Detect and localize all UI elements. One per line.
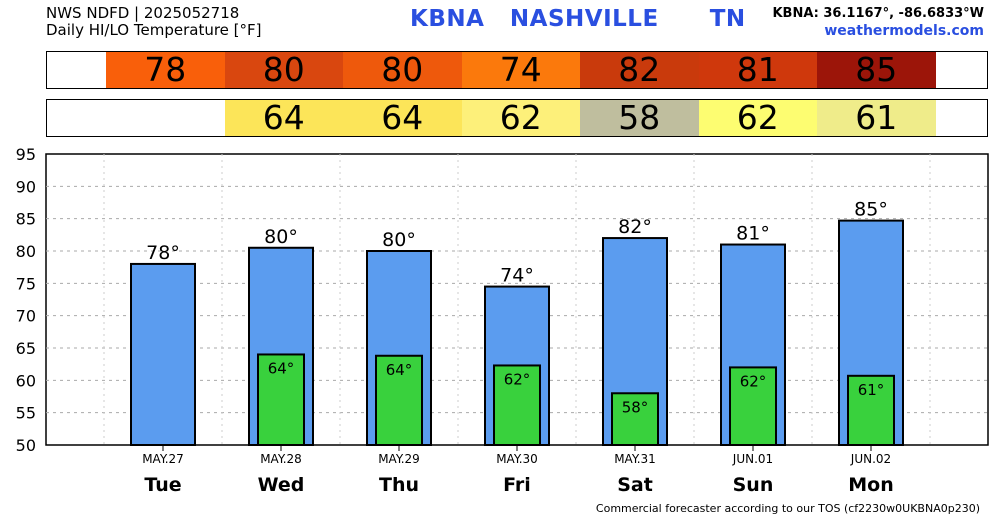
low-value-label: 58° [622, 398, 649, 416]
y-tick-label: 90 [16, 177, 36, 196]
date-label: JUN.02 [850, 452, 891, 466]
y-tick-label: 70 [16, 307, 36, 326]
hi-strip-cell-fri: 74 [461, 52, 580, 88]
lo-strip-cell-fri: 62 [461, 100, 580, 136]
low-temperature-strip: 64 64 62 58 62 61 [46, 99, 988, 137]
high-value-label: 80° [382, 229, 416, 251]
lo-strip-cell-sat: 58 [580, 100, 699, 136]
y-tick-label: 50 [16, 436, 36, 455]
lo-strip-cell-sun: 62 [698, 100, 817, 136]
low-value-label: 62° [740, 372, 767, 390]
y-tick-label: 80 [16, 242, 36, 261]
high-value-label: 82° [618, 216, 652, 238]
y-tick-label: 55 [16, 404, 36, 423]
y-tick-label: 95 [16, 145, 36, 164]
date-label: JUN.01 [732, 452, 773, 466]
hi-strip-cell-wed: 80 [224, 52, 343, 88]
hi-strip-cell-sun: 81 [698, 52, 817, 88]
hi-strip-cell-thu: 80 [343, 52, 462, 88]
lo-strip-cell-thu: 64 [343, 100, 462, 136]
low-bar [729, 366, 777, 446]
date-label: MAY.28 [260, 452, 302, 466]
low-value-label: 62° [504, 370, 531, 388]
day-label: Wed [258, 474, 305, 496]
y-tick-label: 60 [16, 371, 36, 390]
high-bar [130, 262, 196, 446]
lo-strip-cell-wed: 64 [224, 100, 343, 136]
day-label: Sun [733, 474, 774, 496]
footer-note: Commercial forecaster according to our T… [595, 502, 980, 515]
hi-strip-cell-sat: 82 [580, 52, 699, 88]
date-label: MAY.29 [378, 452, 420, 466]
low-value-label: 64° [386, 361, 413, 379]
low-bar [375, 354, 423, 447]
date-label: MAY.27 [142, 452, 184, 466]
low-value-label: 61° [858, 381, 885, 399]
day-label: Thu [379, 474, 419, 496]
hi-strip-cell-mon: 85 [817, 52, 936, 88]
high-value-label: 78° [146, 242, 180, 264]
day-label: Mon [848, 474, 894, 496]
day-label: Fri [503, 474, 531, 496]
lo-strip-cell-mon: 61 [817, 100, 936, 136]
day-label: Sat [617, 474, 653, 496]
low-value-label: 64° [268, 359, 295, 377]
product-title: NWS NDFD | 2025052718 [46, 4, 240, 22]
temperature-chart: 95 90 85 80 75 70 65 60 55 50 78° MAY.27 Tue 80° 64° MA… [16, 145, 989, 496]
station-coordinates: KBNA: 36.1167°, -86.6833°W [772, 6, 984, 21]
low-bar [257, 353, 305, 447]
hi-strip-cell-tue: 78 [106, 52, 225, 88]
y-tick-label: 65 [16, 339, 36, 358]
chart-subtitle: Daily HI/LO Temperature [°F] [46, 21, 262, 39]
high-value-label: 74° [500, 265, 534, 287]
date-label: MAY.30 [496, 452, 538, 466]
low-bar [847, 374, 895, 447]
high-temperature-strip: 78 80 80 74 82 81 85 [46, 51, 988, 89]
high-value-label: 80° [264, 226, 298, 248]
high-value-label: 81° [736, 223, 770, 245]
day-label: Tue [144, 474, 181, 496]
station-title: KBNA NASHVILLE TN [410, 6, 746, 32]
high-value-label: 85° [854, 199, 888, 221]
y-tick-label: 75 [16, 274, 36, 293]
website-link[interactable]: weathermodels.com [824, 23, 984, 39]
date-label: MAY.31 [614, 452, 656, 466]
y-tick-label: 85 [16, 210, 36, 229]
